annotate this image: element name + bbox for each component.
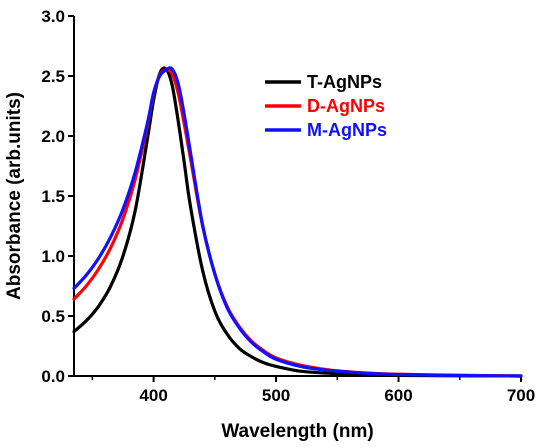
legend-label: D-AgNPs — [307, 96, 385, 116]
x-tick-label: 500 — [262, 386, 290, 405]
x-tick-label: 400 — [139, 386, 167, 405]
series-lines — [72, 66, 523, 378]
y-tick-label: 2.0 — [41, 127, 65, 146]
y-tick-label: 3.0 — [41, 7, 65, 26]
y-tick-label: 0.0 — [41, 367, 65, 386]
y-ticks: 0.0 0.5 1.0 1.5 2.0 2.5 3.0 — [41, 7, 74, 386]
x-tick-label: 600 — [384, 386, 412, 405]
legend-label: M-AgNPs — [307, 120, 387, 140]
y-tick-label: 0.5 — [41, 307, 65, 326]
x-tick-label: 700 — [507, 386, 535, 405]
legend: T-AgNPs D-AgNPs M-AgNPs — [265, 72, 387, 140]
y-tick-label: 1.0 — [41, 247, 65, 266]
x-ticks: 400 500 600 700 — [91, 376, 535, 405]
series-line-m-agnps — [72, 66, 523, 378]
y-tick-label: 2.5 — [41, 67, 65, 86]
y-tick-label: 1.5 — [41, 187, 65, 206]
y-axis-title: Absorbance (arb.units) — [4, 92, 25, 300]
legend-label: T-AgNPs — [307, 72, 382, 92]
series-line-t-agnps — [72, 66, 523, 378]
x-axis-title: Wavelength (nm) — [221, 421, 373, 442]
series-line-d-agnps — [72, 68, 523, 378]
plot-area: 400 500 600 700 0.0 0.5 1.0 1.5 2.0 2.5 3.0 — [41, 7, 535, 405]
